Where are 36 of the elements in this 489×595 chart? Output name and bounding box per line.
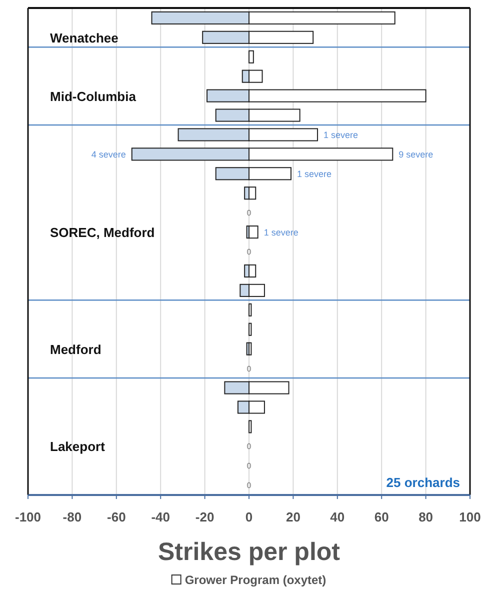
annotation: 25 orchards <box>386 475 460 490</box>
x-tick-label: 20 <box>286 510 300 524</box>
data-label: 0 <box>246 208 252 218</box>
y-tick-label: SOREC, Medford <box>50 225 155 240</box>
x-tick-label: 0 <box>245 510 253 524</box>
y-tick-label: Mid-Columbia <box>50 88 137 104</box>
x-tick-label: 80 <box>418 510 434 524</box>
y-tick-label: Wenatchee <box>50 30 118 46</box>
x-tick-label: 60 <box>374 510 389 524</box>
x-tick-label: -60 <box>107 510 126 524</box>
x-tick-label: -100 <box>14 510 42 524</box>
x-tick-label: 100 <box>459 510 481 524</box>
text: Grower Program (oxytet) <box>184 573 326 587</box>
annotation: 1 severe <box>296 169 332 180</box>
annotation: 1 severe <box>324 130 358 140</box>
annotation: 4 severe <box>91 150 126 160</box>
x-tick-label: -80 <box>62 510 82 524</box>
data-label: 0 <box>246 481 252 490</box>
bar <box>248 420 252 434</box>
y-tick-label: Medford <box>50 342 102 357</box>
data-label: 0 <box>246 248 252 256</box>
x-tick-label: -20 <box>195 510 214 524</box>
annotation: 9 severe <box>398 150 434 160</box>
bar <box>248 303 252 316</box>
x-tick-label: 40 <box>330 510 345 524</box>
bar <box>248 226 258 239</box>
data-label: 0 <box>246 462 252 471</box>
bar <box>248 342 252 356</box>
y-tick-label: Lakeport <box>50 439 106 454</box>
x-tick-label: -40 <box>151 510 170 524</box>
x-axis-title: Strikes per plot <box>158 538 341 566</box>
data-label: 0 <box>246 442 252 452</box>
annotation: 1 severe <box>264 228 298 238</box>
bar <box>248 322 252 336</box>
data-label: 0 <box>246 364 252 374</box>
bar <box>248 50 254 64</box>
